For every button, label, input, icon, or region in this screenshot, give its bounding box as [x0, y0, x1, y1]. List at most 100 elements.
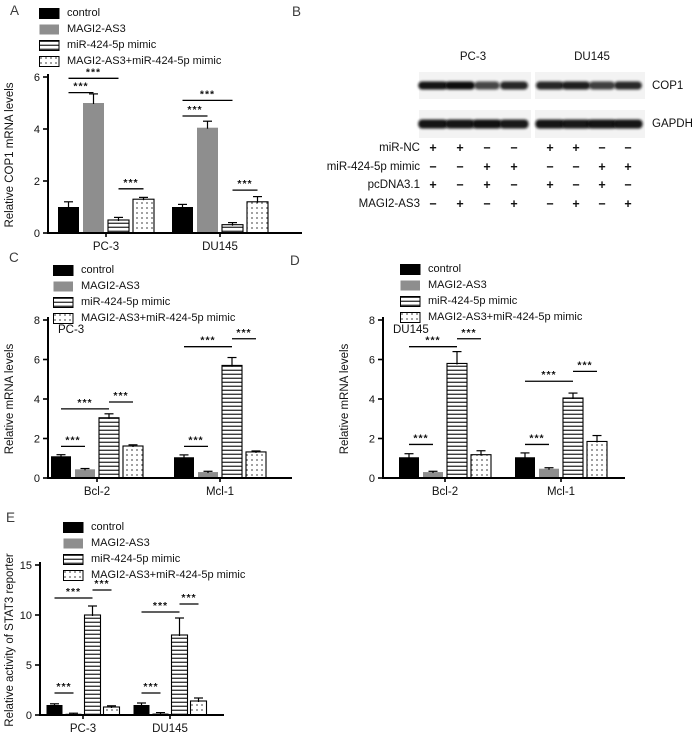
- legend-swatch-hlines: [53, 296, 74, 308]
- legend-item: MAGI2-AS3+miR-424-5p mimic: [63, 567, 245, 583]
- legend-item-label: MAGI2-AS3: [67, 23, 126, 35]
- legend-item: MAGI2-AS3: [39, 21, 221, 37]
- legend-swatch-black: [53, 264, 74, 276]
- svg-text:PC-3: PC-3: [58, 324, 84, 336]
- condition-minus: −: [510, 178, 518, 192]
- blot-label-gapdh: GAPDH: [652, 118, 693, 130]
- condition-plus: +: [624, 159, 632, 174]
- condition-plus: +: [572, 141, 580, 155]
- legend-item: control: [53, 262, 235, 278]
- condition-minus: −: [483, 196, 491, 211]
- svg-text:***: ***: [413, 432, 428, 444]
- condition-plus: +: [483, 178, 491, 192]
- svg-text:***: ***: [66, 586, 81, 598]
- svg-text:8: 8: [369, 315, 375, 327]
- legend-item-label: control: [81, 264, 115, 276]
- condition-minus: −: [572, 178, 580, 192]
- svg-text:***: ***: [94, 578, 109, 590]
- condition-plus: +: [456, 196, 464, 211]
- svg-text:6: 6: [34, 354, 40, 366]
- condition-row-label: MAGI2-AS3: [358, 197, 420, 210]
- condition-row-label: pcDNA3.1: [367, 179, 420, 191]
- svg-text:Bcl-2: Bcl-2: [84, 486, 110, 498]
- legend-item: miR-424-5p mimic: [39, 37, 221, 53]
- chart-mrna-pc3: *** *** *** *** *** *** 0 2 4 6 8 Bcl-2 Mcl-1 Relativ…: [4, 315, 292, 498]
- legend-item: MAGI2-AS3+miR-424-5p mimic: [53, 310, 235, 326]
- legend-item: miR-424-5p mimic: [53, 294, 235, 310]
- svg-text:PC-3: PC-3: [70, 723, 96, 735]
- legend-swatch-hlines: [400, 295, 421, 307]
- svg-text:8: 8: [34, 315, 40, 327]
- svg-text:***: ***: [77, 397, 92, 409]
- svg-text:DU145: DU145: [152, 723, 188, 735]
- svg-text:***: ***: [200, 335, 215, 347]
- condition-minus: −: [624, 178, 632, 192]
- legend-swatch-black: [400, 263, 421, 275]
- legend-item-label: MAGI2-AS3: [91, 537, 150, 549]
- condition-minus: −: [598, 141, 606, 155]
- legend-item: control: [400, 261, 582, 277]
- condition-plus: +: [456, 141, 464, 155]
- legend-swatch-gray: [53, 281, 73, 291]
- legend-item-label: MAGI2-AS3+miR-424-5p mimic: [428, 311, 583, 323]
- svg-text:***: ***: [529, 432, 544, 444]
- svg-text:***: ***: [237, 178, 252, 190]
- svg-text:2: 2: [369, 433, 375, 445]
- svg-text:***: ***: [181, 592, 196, 604]
- svg-text:0: 0: [26, 710, 32, 722]
- svg-text:Bcl-2: Bcl-2: [432, 486, 458, 498]
- legend-item-label: MAGI2-AS3: [81, 280, 140, 292]
- condition-minus: −: [456, 178, 464, 192]
- svg-text:***: ***: [200, 88, 215, 100]
- legend-item: MAGI2-AS3+miR-424-5p mimic: [39, 53, 221, 69]
- svg-text:Relative mRNA levels: Relative mRNA levels: [4, 343, 16, 454]
- legend-item: MAGI2-AS3: [63, 535, 245, 551]
- legend-swatch-dots: [53, 312, 74, 324]
- panel-a-letter: A: [10, 3, 20, 18]
- legend-swatch-gray: [400, 280, 420, 290]
- svg-text:***: ***: [86, 66, 101, 78]
- svg-text:***: ***: [56, 681, 71, 693]
- svg-text:4: 4: [369, 394, 375, 406]
- legend-item-label: MAGI2-AS3: [428, 279, 487, 291]
- svg-text:Relative activity of STAT3 rep: Relative activity of STAT3 reporter: [4, 553, 16, 727]
- legend-item-label: miR-424-5p mimic: [91, 553, 181, 565]
- condition-plus: +: [510, 196, 518, 211]
- svg-text:***: ***: [143, 681, 158, 693]
- legend-item-label: control: [428, 263, 462, 275]
- legend-item-label: miR-424-5p mimic: [67, 39, 157, 51]
- legend-panel-e: control MAGI2-AS3 miR-424-5p mimic MAGI2-AS…: [63, 519, 245, 583]
- legend-item: control: [39, 5, 221, 21]
- treatment-condition-table: miR-NC + + − − + + − − miR-424-5p mimic − − + + − − + + pc…: [288, 141, 658, 221]
- svg-text:4: 4: [34, 394, 40, 406]
- legend-item-label: miR-424-5p mimic: [81, 296, 171, 308]
- condition-minus: −: [598, 196, 606, 211]
- legend-item-label: control: [91, 521, 125, 533]
- svg-text:0: 0: [369, 473, 375, 485]
- svg-text:Mcl-1: Mcl-1: [547, 486, 575, 498]
- svg-text:2: 2: [34, 176, 40, 188]
- svg-text:DU145: DU145: [202, 241, 238, 253]
- legend-swatch-dots: [400, 311, 421, 323]
- svg-text:6: 6: [369, 354, 375, 366]
- legend-item: MAGI2-AS3+miR-424-5p mimic: [400, 309, 582, 325]
- legend-item-label: MAGI2-AS3+miR-424-5p mimic: [91, 569, 246, 581]
- legend-item: MAGI2-AS3: [400, 277, 582, 293]
- svg-text:PC-3: PC-3: [93, 241, 119, 253]
- condition-minus: −: [456, 159, 464, 174]
- svg-text:0: 0: [34, 228, 40, 240]
- svg-text:6: 6: [34, 72, 40, 84]
- svg-text:***: ***: [236, 327, 251, 339]
- legend-swatch-black: [63, 521, 84, 533]
- svg-text:***: ***: [113, 390, 128, 402]
- panel-d-letter: D: [290, 253, 301, 268]
- svg-text:***: ***: [577, 359, 592, 371]
- svg-text:***: ***: [123, 177, 138, 189]
- condition-minus: −: [429, 159, 437, 174]
- svg-text:10: 10: [20, 610, 32, 622]
- condition-plus: +: [546, 178, 554, 192]
- svg-text:15: 15: [20, 560, 32, 572]
- condition-plus: +: [598, 178, 606, 192]
- panel-b-letter: B: [292, 4, 302, 19]
